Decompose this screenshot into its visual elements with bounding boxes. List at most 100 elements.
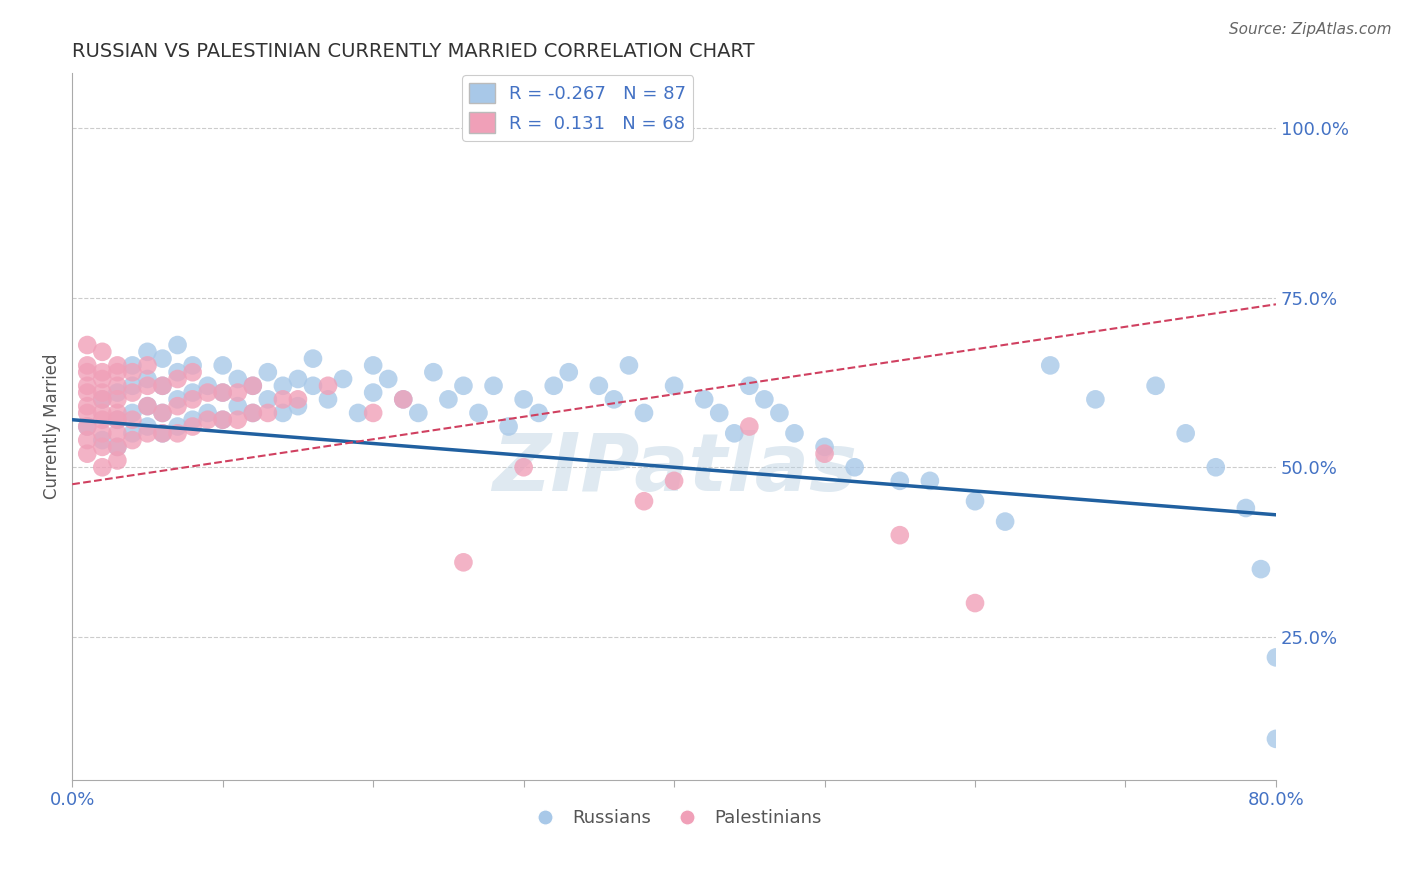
Point (105, 413, 128, 427)
Point (152, 378, 174, 392)
Point (889, 528, 911, 542)
Point (152, 351, 174, 366)
Point (226, 385, 249, 400)
Point (453, 555, 475, 569)
Point (392, 392, 415, 407)
Point (361, 406, 384, 420)
Point (347, 406, 370, 420)
Legend: Russians, Palestinians: Russians, Palestinians (520, 802, 828, 834)
Point (91, 440, 114, 454)
Point (166, 338, 188, 352)
Point (302, 378, 325, 392)
Point (105, 440, 128, 454)
Point (152, 426, 174, 441)
Point (738, 419, 761, 434)
Point (543, 378, 565, 392)
Point (1144, 378, 1167, 392)
Point (662, 474, 685, 488)
Point (197, 378, 219, 392)
Point (1039, 359, 1062, 373)
Point (121, 378, 143, 392)
Point (152, 378, 174, 392)
Point (603, 392, 626, 407)
Point (166, 419, 188, 434)
Point (76, 433, 98, 447)
Point (91, 344, 114, 359)
Point (136, 359, 159, 373)
Y-axis label: Currently Married: Currently Married (44, 354, 60, 500)
Point (121, 433, 143, 447)
Point (105, 378, 128, 392)
Point (408, 406, 430, 420)
Point (437, 392, 460, 407)
Text: RUSSIAN VS PALESTINIAN CURRENTLY MARRIED CORRELATION CHART: RUSSIAN VS PALESTINIAN CURRENTLY MARRIED… (72, 42, 755, 61)
Point (181, 385, 204, 400)
Point (242, 378, 264, 392)
Point (242, 406, 264, 420)
Point (889, 474, 911, 488)
Point (287, 392, 309, 407)
Point (76, 447, 98, 461)
Point (1250, 562, 1272, 576)
Point (994, 515, 1017, 529)
Point (512, 392, 534, 407)
Point (813, 447, 835, 461)
Point (76, 419, 98, 434)
Point (316, 378, 339, 392)
Point (91, 385, 114, 400)
Point (693, 392, 716, 407)
Point (242, 406, 264, 420)
Point (723, 426, 745, 441)
Point (152, 426, 174, 441)
Point (136, 399, 159, 413)
Point (211, 359, 233, 373)
Point (709, 406, 731, 420)
Point (453, 378, 475, 392)
Point (316, 392, 339, 407)
Point (76, 385, 98, 400)
Point (844, 460, 866, 475)
Point (963, 494, 986, 508)
Point (918, 474, 941, 488)
Point (166, 399, 188, 413)
Point (181, 365, 204, 379)
Point (105, 359, 128, 373)
Text: Source: ZipAtlas.com: Source: ZipAtlas.com (1229, 22, 1392, 37)
Point (121, 385, 143, 400)
Point (181, 359, 204, 373)
Point (302, 351, 325, 366)
Point (76, 359, 98, 373)
Point (963, 596, 986, 610)
Point (105, 392, 128, 407)
Point (211, 385, 233, 400)
Point (1174, 426, 1197, 441)
Point (91, 406, 114, 420)
Point (105, 413, 128, 427)
Point (512, 460, 534, 475)
Point (136, 399, 159, 413)
Point (211, 413, 233, 427)
Point (91, 392, 114, 407)
Point (152, 406, 174, 420)
Point (271, 378, 294, 392)
Point (105, 406, 128, 420)
Point (121, 426, 143, 441)
Point (136, 419, 159, 434)
Point (105, 385, 128, 400)
Point (226, 413, 249, 427)
Point (197, 413, 219, 427)
Point (91, 433, 114, 447)
Point (287, 399, 309, 413)
Point (105, 365, 128, 379)
Point (166, 365, 188, 379)
Point (226, 399, 249, 413)
Point (1265, 731, 1288, 746)
Point (813, 440, 835, 454)
Point (91, 426, 114, 441)
Point (136, 372, 159, 386)
Point (422, 365, 444, 379)
Point (136, 378, 159, 392)
Point (558, 365, 581, 379)
Point (332, 372, 354, 386)
Point (91, 372, 114, 386)
